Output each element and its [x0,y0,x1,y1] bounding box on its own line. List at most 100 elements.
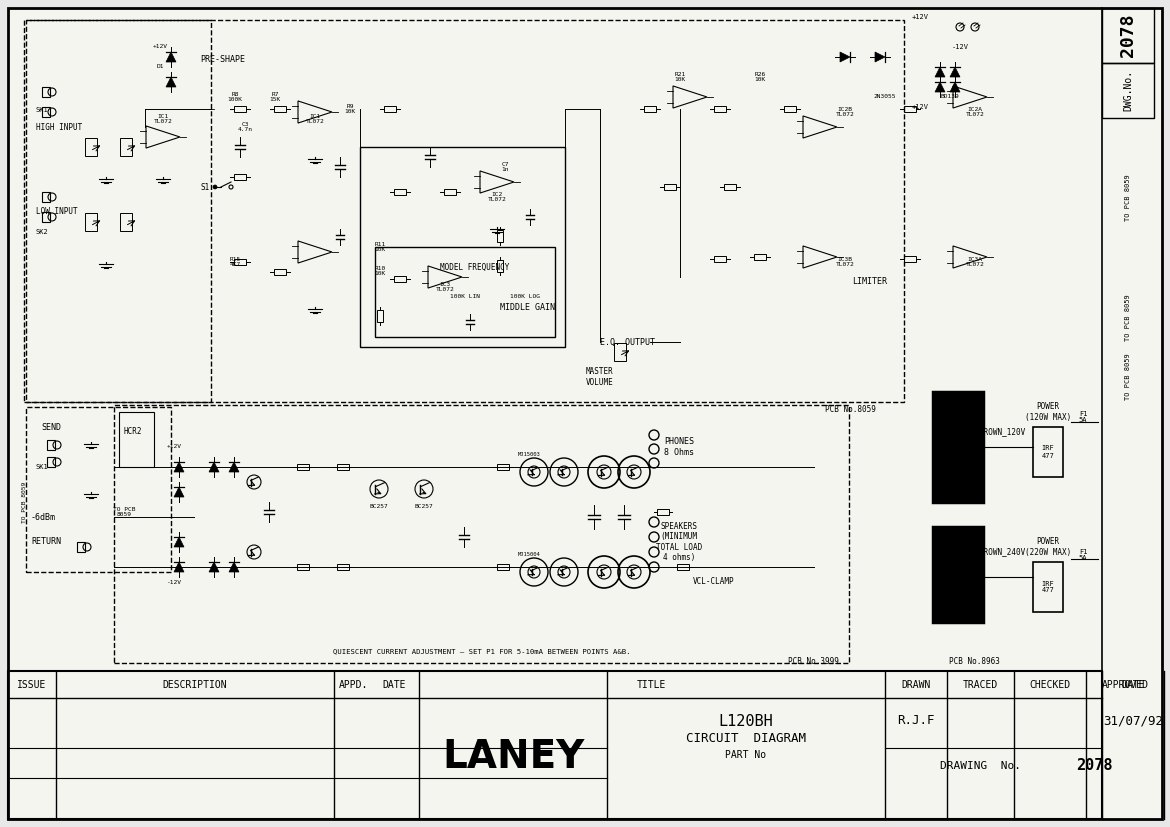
Bar [8,671,1102,819]
Text: TO PCB 8059: TO PCB 8059 [21,481,27,523]
Text: IRF
477: IRF 477 [1041,446,1054,458]
Bar [337,464,349,470]
Text: DATE: DATE [1121,680,1144,690]
Bar [497,230,503,242]
Text: QUIESCENT CURRENT ADJUSTMENT — SET P1 FOR 5-10mA BETWEEN POINTS A&B.: QUIESCENT CURRENT ADJUSTMENT — SET P1 FO… [332,648,631,654]
Polygon shape [209,562,219,572]
Text: R8
100K: R8 100K [227,92,242,103]
Bar [121,213,132,231]
Text: IC3
TL072: IC3 TL072 [435,282,454,293]
Text: RETURN: RETURN [30,538,61,547]
Bar [394,189,406,195]
Text: IC2A
TL072: IC2A TL072 [965,107,984,117]
Bar [497,564,509,570]
Bar [497,464,509,470]
Text: DWG.No.: DWG.No. [1123,70,1133,111]
Bar [274,106,285,112]
Text: LOW INPUT: LOW INPUT [36,208,77,217]
Text: 2078: 2078 [1075,758,1113,773]
Bar [47,440,55,450]
Text: DRAWN: DRAWN [901,680,930,690]
Polygon shape [166,77,176,87]
Text: +12V: +12V [166,444,181,450]
Bar [904,256,916,262]
Text: TRACED: TRACED [963,680,998,690]
Text: BROWN_240V: BROWN_240V [980,547,1026,557]
Bar [932,527,983,622]
Text: +12V: +12V [911,104,929,110]
Text: LIMITER: LIMITER [853,278,888,286]
Bar [42,192,50,202]
Text: R11
10K: R11 10K [374,241,386,252]
Text: POWER
(120W MAX): POWER (120W MAX) [1025,402,1071,422]
Bar [234,174,246,180]
Polygon shape [229,462,239,472]
Text: BC257: BC257 [370,504,388,509]
Text: BROWN_120V: BROWN_120V [980,428,1026,437]
Bar [337,564,349,570]
Text: VCL-CLAMP: VCL-CLAMP [693,577,735,586]
Text: IC2B
TL072: IC2B TL072 [835,107,854,117]
Bar [658,509,669,515]
Polygon shape [950,82,961,92]
Bar [614,343,626,361]
Text: POWER
(220W MAX): POWER (220W MAX) [1025,538,1071,557]
Bar [665,184,676,190]
Text: C7
1n: C7 1n [501,161,509,172]
Text: APPD.: APPD. [339,680,369,690]
Text: 31/07/92: 31/07/92 [1103,715,1163,728]
Text: PART No: PART No [725,750,766,760]
Text: -12V: -12V [951,44,969,50]
Bar [443,189,456,195]
Text: HIGH INPUT: HIGH INPUT [36,122,82,131]
Text: F1
5A: F1 5A [1079,410,1087,423]
Text: R10
10K: R10 10K [374,265,386,276]
Text: 2N3055: 2N3055 [874,94,896,99]
Text: PRE-SHAPE: PRE-SHAPE [200,55,245,65]
Text: IC2
TL072: IC2 TL072 [488,192,507,203]
Text: CHECKED: CHECKED [1030,680,1071,690]
Bar [26,20,211,402]
Text: R.J.F: R.J.F [897,715,935,728]
Bar [376,247,555,337]
Polygon shape [840,52,849,62]
Bar [121,138,132,156]
Bar [85,138,97,156]
Bar [714,256,727,262]
Bar [77,542,85,552]
Polygon shape [174,537,184,547]
Text: +12V: +12V [911,14,929,20]
Text: MJ15004: MJ15004 [517,552,541,557]
Text: TO PCB 8059: TO PCB 8059 [1126,174,1131,222]
Text: IC1
TL072: IC1 TL072 [153,113,172,124]
Text: APPROVED: APPROVED [1101,680,1149,690]
Text: SK1: SK1 [36,464,49,470]
Text: MIDDLE GAIN: MIDDLE GAIN [500,303,555,312]
Bar [113,405,849,663]
Bar [1033,562,1064,612]
Bar [1033,427,1064,477]
Text: BD139: BD139 [941,94,959,99]
Bar [384,106,395,112]
Circle shape [213,185,216,189]
Bar [47,457,55,467]
Text: TO PCB 8059: TO PCB 8059 [1126,354,1131,400]
Polygon shape [875,52,885,62]
Bar [753,254,766,260]
Polygon shape [950,67,961,77]
Text: SPEAKERS
(MINIMUM
TOTAL LOAD
4 ohms): SPEAKERS (MINIMUM TOTAL LOAD 4 ohms) [656,522,702,562]
Text: D1: D1 [157,65,164,69]
Bar [297,464,309,470]
Bar [377,310,383,322]
Bar [394,276,406,282]
Text: 100K LIN: 100K LIN [450,294,480,299]
Bar [724,184,736,190]
Text: IC3B
TL072: IC3B TL072 [835,256,854,267]
Text: -6dBm: -6dBm [30,513,56,522]
Text: L120BH: L120BH [718,714,773,729]
Text: TITLE: TITLE [636,680,667,690]
Text: R26
10K: R26 10K [755,72,765,83]
Text: PCB No.8963: PCB No.8963 [949,657,1000,667]
Bar [42,87,50,97]
Bar [904,106,916,112]
